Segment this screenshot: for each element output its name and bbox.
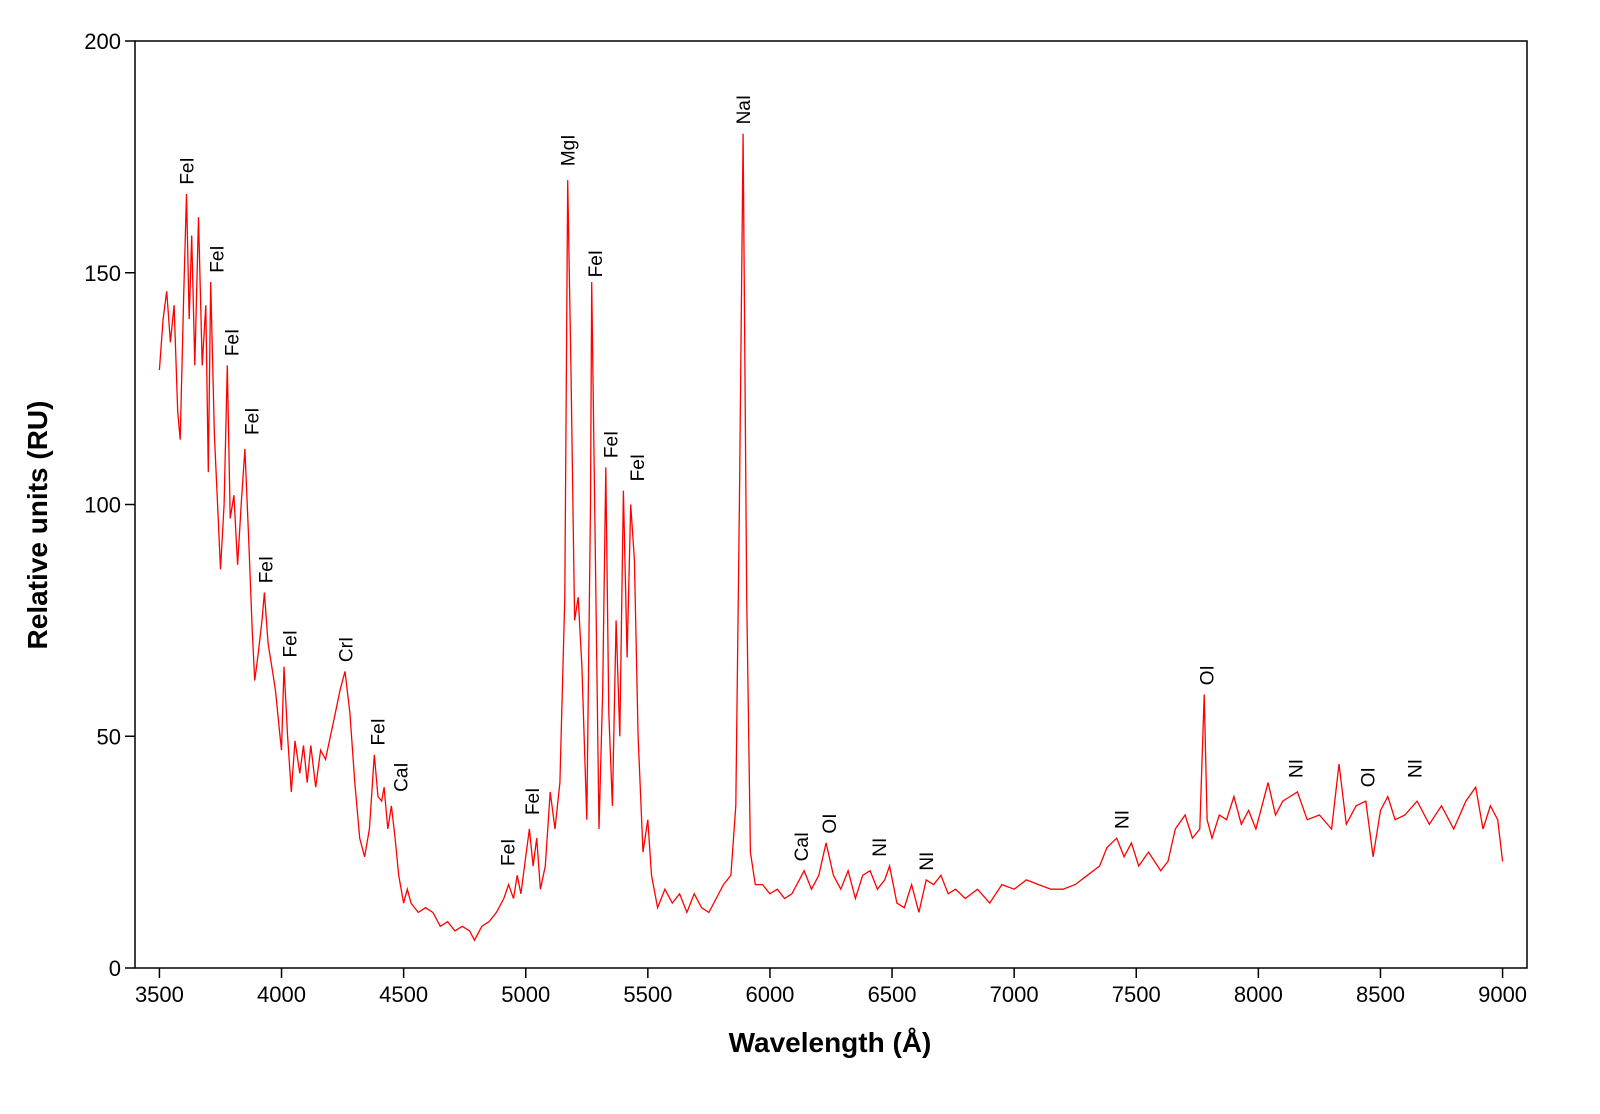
line-annotation: FeI: [523, 788, 544, 815]
x-tick-label: 6500: [868, 982, 917, 1007]
line-annotation: CaI: [792, 832, 813, 862]
x-tick-label: 8500: [1356, 982, 1405, 1007]
line-annotation: CrI: [337, 637, 358, 662]
line-annotation: FeI: [242, 408, 263, 435]
x-tick-label: 9000: [1478, 982, 1527, 1007]
y-tick-label: 50: [97, 724, 121, 749]
line-annotation: FeI: [222, 329, 243, 356]
x-tick-label: 5000: [501, 982, 550, 1007]
line-annotation: FeI: [178, 157, 199, 184]
line-annotation: NI: [1286, 759, 1307, 778]
line-annotation: FeI: [208, 245, 229, 272]
x-tick-label: 8000: [1234, 982, 1283, 1007]
x-tick-label: 3500: [135, 982, 184, 1007]
x-tick-label: 7000: [990, 982, 1039, 1007]
line-annotation: FeI: [256, 556, 277, 583]
x-tick-label: 4500: [379, 982, 428, 1007]
line-annotation: NI: [870, 838, 891, 857]
line-annotation: FeI: [369, 718, 390, 745]
line-annotation: FeI: [628, 454, 649, 481]
line-annotation: FeI: [281, 630, 302, 657]
line-annotation: NI: [1112, 810, 1133, 829]
line-annotation: CaI: [392, 762, 413, 792]
x-tick-label: 7500: [1112, 982, 1161, 1007]
line-annotation: OI: [1197, 665, 1218, 685]
y-tick-label: 100: [84, 493, 121, 518]
line-annotation: NaI: [734, 95, 755, 125]
x-tick-label: 4000: [257, 982, 306, 1007]
line-annotation: MgI: [559, 134, 580, 166]
line-annotation: OI: [1359, 767, 1380, 787]
line-annotation: FeI: [499, 839, 520, 866]
y-tick-label: 200: [84, 29, 121, 54]
x-tick-label: 5500: [623, 982, 672, 1007]
line-annotation: NI: [1405, 759, 1426, 778]
y-tick-label: 0: [109, 956, 121, 981]
line-annotation: OI: [820, 814, 841, 834]
x-tick-label: 6000: [745, 982, 794, 1007]
line-annotation: NI: [917, 852, 938, 871]
y-tick-label: 150: [84, 261, 121, 286]
spectrum-line: [158, 133, 1504, 942]
line-annotation: FeI: [602, 431, 623, 458]
x-axis-label: Wavelength (Å): [729, 1027, 932, 1058]
line-annotation: FeI: [586, 250, 607, 277]
y-axis-label: Relative units (RU): [22, 401, 53, 650]
